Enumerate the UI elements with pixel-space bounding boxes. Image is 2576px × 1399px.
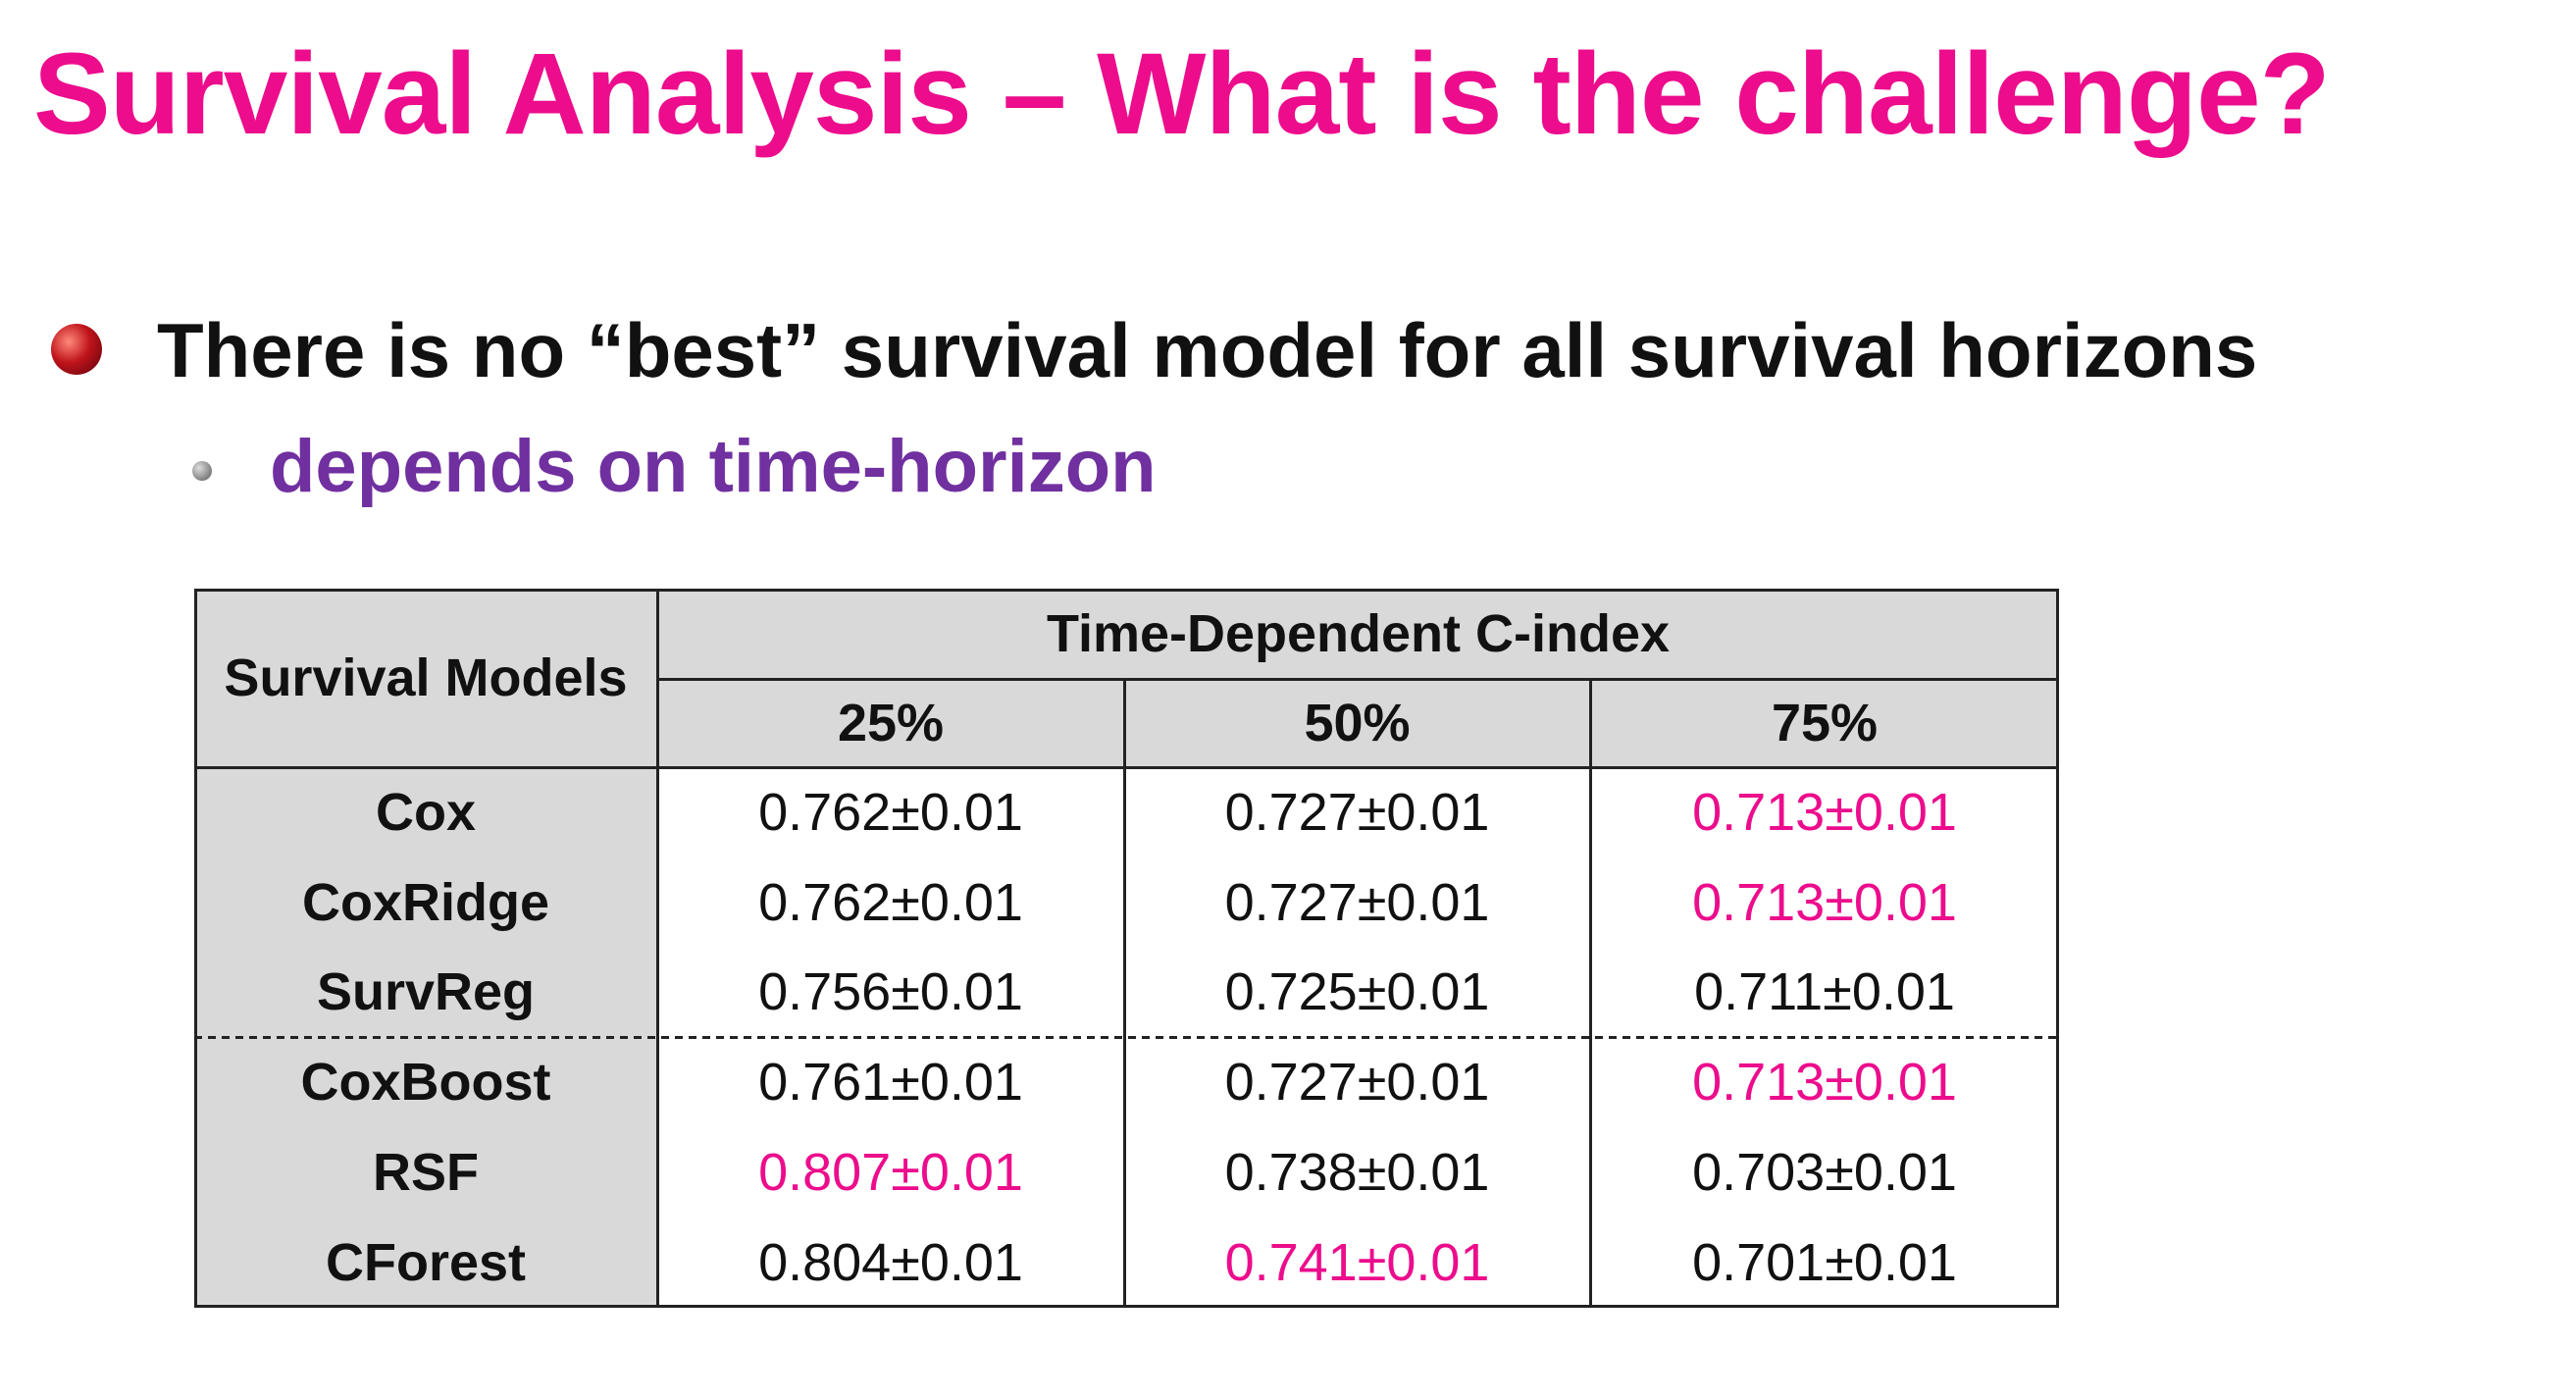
table-cell: 0.727±0.01 — [1224, 872, 1490, 932]
group-header: Time-Dependent C-index — [657, 589, 2059, 679]
table-cell: 0.713±0.01 — [1692, 872, 1957, 932]
table-border — [1123, 679, 1126, 1308]
table-cell: 0.711±0.01 — [1694, 962, 1955, 1022]
table-border — [194, 589, 2059, 592]
row-header: Survival Models — [194, 589, 657, 767]
slide-title: Survival Analysis – What is the challeng… — [33, 29, 2331, 159]
table-cell: 0.756±0.01 — [758, 962, 1023, 1022]
table-cell: 0.713±0.01 — [1692, 782, 1957, 842]
results-table: Survival Models Time-Dependent C-index 25%… — [194, 589, 2059, 1308]
table-border — [194, 766, 2059, 769]
table-border — [1589, 679, 1592, 1308]
table-border — [2056, 589, 2059, 1308]
table-cell: 0.713±0.01 — [1692, 1053, 1957, 1113]
table-cell: 0.738±0.01 — [1224, 1143, 1490, 1203]
model-name: RSF — [194, 1127, 657, 1218]
model-name: Cox — [194, 767, 657, 857]
table-border — [657, 678, 2059, 681]
table-cell: 0.703±0.01 — [1692, 1143, 1957, 1203]
column-header: 75% — [1590, 679, 2059, 767]
column-header: 50% — [1124, 679, 1590, 767]
table-cell: 0.701±0.01 — [1692, 1232, 1957, 1292]
table-border — [194, 1036, 2059, 1040]
table-border — [194, 589, 197, 1308]
table-border — [656, 589, 659, 1308]
sub-bullet-icon — [192, 461, 212, 481]
bullet-text: There is no “best” survival model for al… — [157, 307, 2258, 393]
model-name: CoxBoost — [194, 1037, 657, 1128]
table-cell: 0.727±0.01 — [1224, 1053, 1490, 1113]
model-name: SurvReg — [194, 947, 657, 1038]
table-cell: 0.762±0.01 — [758, 782, 1023, 842]
sub-bullet-text: depends on time-horizon — [270, 425, 1157, 508]
table-cell: 0.807±0.01 — [758, 1143, 1023, 1203]
table-cell: 0.725±0.01 — [1224, 962, 1490, 1022]
table-cell: 0.727±0.01 — [1224, 782, 1490, 842]
table-cell: 0.761±0.01 — [758, 1053, 1023, 1113]
table-cell: 0.741±0.01 — [1224, 1232, 1490, 1292]
table-border — [194, 1304, 2059, 1308]
column-header: 25% — [657, 679, 1124, 767]
table-cell: 0.762±0.01 — [758, 872, 1023, 932]
table-cell: 0.804±0.01 — [758, 1232, 1023, 1292]
model-name: CoxRidge — [194, 856, 657, 948]
model-name: CForest — [194, 1218, 657, 1308]
bullet-icon — [51, 324, 102, 375]
